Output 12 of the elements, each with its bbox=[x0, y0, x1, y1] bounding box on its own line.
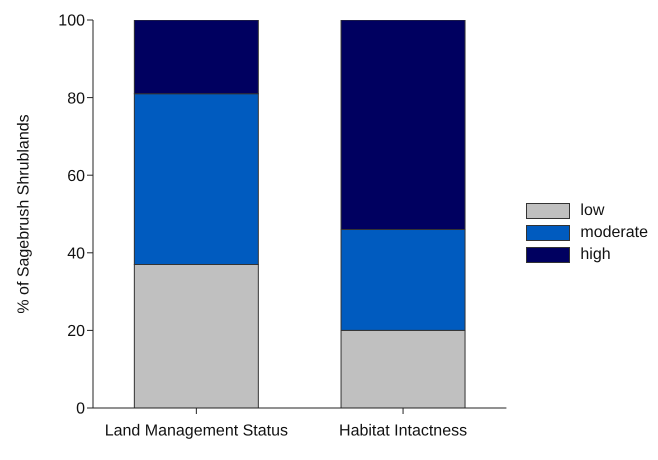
y-tick-label: 60 bbox=[67, 168, 86, 185]
y-tick-label: 80 bbox=[67, 90, 86, 108]
x-tick-label: Habitat Intactness bbox=[339, 422, 468, 440]
x-tick-label: Land Management Status bbox=[104, 422, 288, 440]
y-tick-label: 20 bbox=[67, 323, 86, 340]
y-tick-label: 100 bbox=[58, 12, 86, 30]
y-axis-title: % of Sagebrush Shrublands bbox=[16, 114, 33, 314]
legend-label: low bbox=[580, 202, 604, 220]
legend-label: moderate bbox=[580, 224, 648, 242]
legend-label: high bbox=[580, 246, 611, 264]
y-tick-label: 0 bbox=[76, 400, 86, 418]
y-tick-label: 40 bbox=[67, 245, 86, 262]
